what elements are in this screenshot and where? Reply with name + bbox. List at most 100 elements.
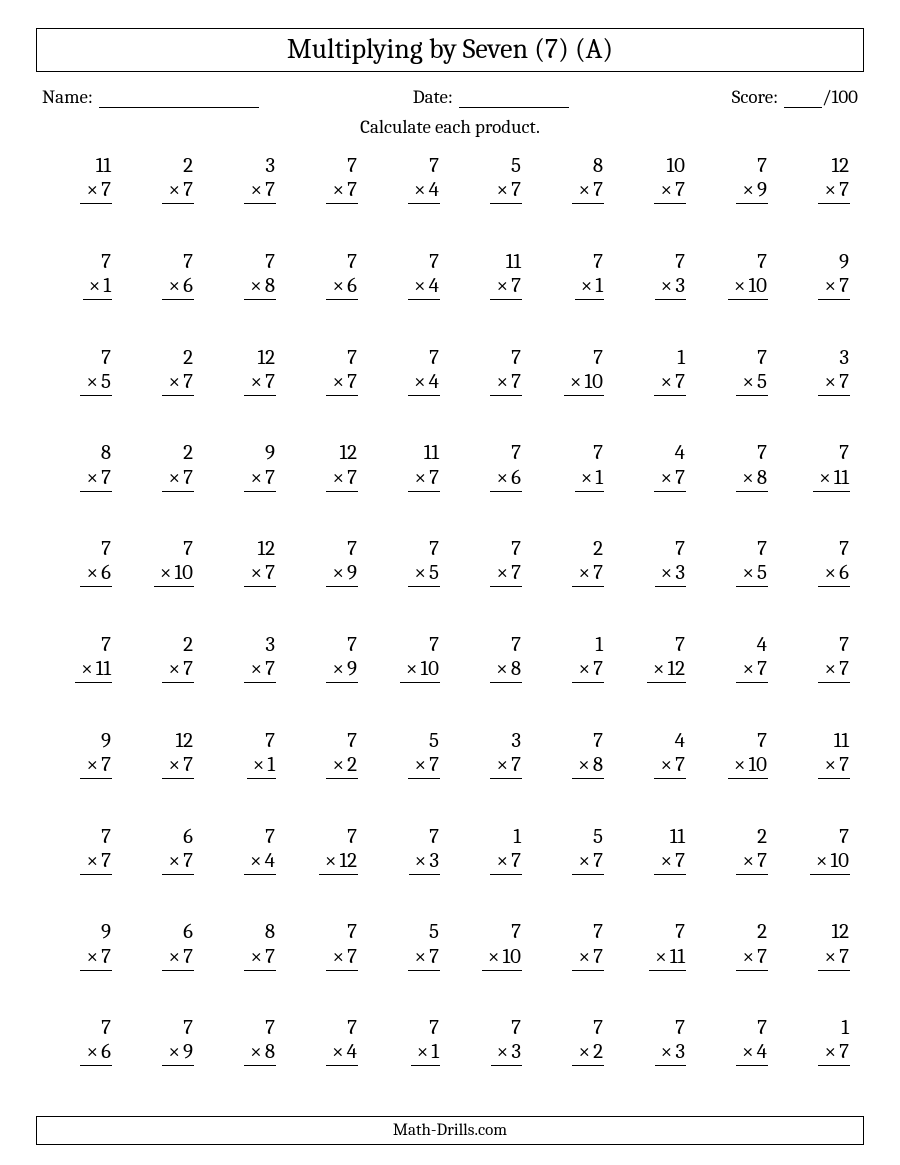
multiplier-row: ×6	[326, 274, 358, 300]
problem-cell: 11×7	[778, 723, 860, 819]
multiplicand: 11	[670, 825, 686, 849]
times-sign: ×	[570, 370, 585, 394]
multiplier: 7	[757, 945, 767, 969]
multiplier-row: ×7	[326, 945, 358, 971]
multiplier-row: ×7	[162, 753, 194, 779]
times-sign: ×	[81, 657, 96, 681]
multiplicand: 7	[757, 154, 768, 178]
multiplicand: 12	[339, 441, 358, 465]
times-sign: ×	[734, 753, 749, 777]
name-blank[interactable]	[99, 87, 259, 108]
score-blank[interactable]	[784, 87, 822, 108]
times-sign: ×	[417, 1040, 432, 1064]
multiplier: 7	[265, 561, 275, 585]
problem-cell: 2×7	[122, 627, 204, 723]
multiplier: 9	[347, 657, 357, 681]
multiplicand: 7	[675, 920, 686, 944]
multiplier-row: ×6	[162, 274, 194, 300]
multiplier: 7	[675, 178, 685, 202]
multiplicand: 7	[347, 1016, 358, 1040]
multiplier: 8	[511, 657, 521, 681]
multiplier: 7	[839, 945, 849, 969]
multiplicand: 7	[675, 537, 686, 561]
times-sign: ×	[168, 370, 183, 394]
score-total: /100	[822, 86, 858, 108]
multiplicand: 3	[265, 154, 276, 178]
multiplier: 5	[757, 370, 767, 394]
problem-cell: 7×7	[286, 914, 368, 1010]
problem-cell: 3×7	[450, 723, 532, 819]
multiplier: 7	[429, 945, 439, 969]
problem-cell: 11×7	[614, 819, 696, 915]
multiplicand: 2	[593, 537, 604, 561]
multiplier-row: ×7	[818, 274, 850, 300]
problem-cell: 12×7	[286, 435, 368, 531]
times-sign: ×	[168, 274, 183, 298]
problem-cell: 5×7	[368, 914, 450, 1010]
multiplier-row: ×7	[244, 657, 276, 683]
multiplicand: 7	[511, 441, 522, 465]
multiplicand: 6	[183, 825, 194, 849]
problem-cell: 1×7	[778, 1010, 860, 1106]
multiplicand: 11	[96, 154, 112, 178]
times-sign: ×	[660, 466, 675, 490]
multiplier: 4	[429, 370, 439, 394]
multiplier: 7	[347, 370, 357, 394]
multiplier-row: ×7	[736, 849, 768, 875]
times-sign: ×	[86, 1040, 101, 1064]
multiplier-row: ×7	[572, 561, 604, 587]
times-sign: ×	[250, 561, 265, 585]
problem-cell: 6×7	[122, 914, 204, 1010]
times-sign: ×	[250, 849, 265, 873]
times-sign: ×	[414, 945, 429, 969]
multiplicand: 7	[839, 825, 850, 849]
multiplier: 7	[183, 657, 193, 681]
problem-cell: 7×10	[450, 914, 532, 1010]
multiplicand: 7	[347, 250, 358, 274]
multiplicand: 11	[506, 250, 522, 274]
multiplier-row: ×10	[728, 274, 768, 300]
multiplicand: 7	[839, 537, 850, 561]
times-sign: ×	[742, 370, 757, 394]
date-blank[interactable]	[459, 87, 569, 108]
multiplier: 1	[595, 274, 603, 298]
multiplier-row: ×7	[654, 178, 686, 204]
multiplier: 7	[101, 178, 111, 202]
problem-cell: 4×7	[614, 435, 696, 531]
multiplicand: 12	[831, 920, 850, 944]
multiplier-row: ×8	[244, 274, 276, 300]
problem-cell: 7×7	[40, 819, 122, 915]
multiplicand: 7	[429, 633, 440, 657]
times-sign: ×	[824, 178, 839, 202]
multiplier: 11	[670, 945, 685, 969]
times-sign: ×	[168, 657, 183, 681]
multiplier: 6	[511, 466, 521, 490]
multiplicand: 7	[511, 537, 522, 561]
problem-cell: 7×6	[40, 1010, 122, 1106]
problem-cell: 12×7	[122, 723, 204, 819]
multiplier: 1	[431, 1040, 439, 1064]
multiplicand: 7	[347, 154, 358, 178]
problem-cell: 5×7	[532, 819, 614, 915]
multiplicand: 7	[101, 346, 112, 370]
times-sign: ×	[824, 274, 839, 298]
multiplier: 7	[183, 178, 193, 202]
problem-cell: 7×1	[532, 435, 614, 531]
times-sign: ×	[578, 561, 593, 585]
times-sign: ×	[332, 178, 347, 202]
multiplier-row: ×7	[654, 466, 686, 492]
times-sign: ×	[415, 849, 430, 873]
multiplier-row: ×3	[655, 274, 686, 300]
multiplier-row: ×7	[654, 370, 686, 396]
problem-cell: 7×3	[450, 1010, 532, 1106]
multiplier: 7	[757, 849, 767, 873]
multiplier: 10	[503, 945, 521, 969]
multiplier: 1	[595, 466, 603, 490]
times-sign: ×	[742, 561, 757, 585]
problem-cell: 7×11	[40, 627, 122, 723]
times-sign: ×	[86, 561, 101, 585]
times-sign: ×	[250, 657, 265, 681]
times-sign: ×	[661, 561, 676, 585]
multiplier-row: ×7	[162, 849, 194, 875]
times-sign: ×	[414, 370, 429, 394]
